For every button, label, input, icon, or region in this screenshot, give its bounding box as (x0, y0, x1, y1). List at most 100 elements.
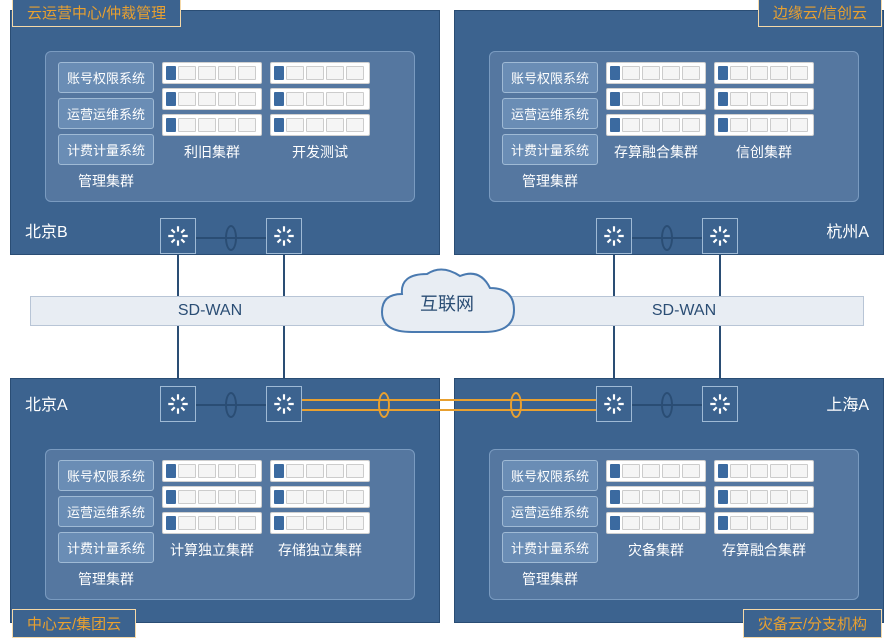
server-icon (270, 62, 370, 84)
oval-icon (225, 392, 237, 418)
yellow-line (302, 399, 598, 401)
region-beijing-a: 账号权限系统运营运维系统计费计量系统管理集群计算独立集群存储独立集群 北京A (10, 378, 440, 623)
server-stack (162, 62, 262, 136)
system-tag: 运营运维系统 (58, 98, 154, 129)
system-tag: 运营运维系统 (502, 98, 598, 129)
cloud-label: 互联网 (420, 294, 474, 314)
server-icon (162, 88, 262, 110)
system-tag: 计费计量系统 (58, 134, 154, 165)
city-label: 杭州A (826, 218, 869, 242)
cluster-panel: 账号权限系统运营运维系统计费计量系统管理集群利旧集群开发测试 (45, 51, 415, 202)
system-tag: 账号权限系统 (502, 62, 598, 93)
oval-icon (378, 392, 390, 418)
server-icon (714, 114, 814, 136)
cluster-caption: 管理集群 (502, 569, 598, 589)
sdwan-left-label: SD-WAN (178, 302, 242, 320)
sdwan-right-label: SD-WAN (652, 302, 716, 320)
cluster-column: 开发测试 (270, 62, 370, 162)
server-icon (270, 486, 370, 508)
cluster-caption: 存储独立集群 (270, 540, 370, 560)
server-icon (606, 114, 706, 136)
region-title-tr: 边缘云/信创云 (758, 0, 882, 27)
oval-icon (661, 225, 673, 251)
server-stack (606, 62, 706, 136)
cluster-caption: 存算融合集群 (606, 142, 706, 162)
server-icon (162, 62, 262, 84)
server-icon (714, 62, 814, 84)
cluster-column: 存算融合集群 (606, 62, 706, 162)
region-beijing-b: 账号权限系统运营运维系统计费计量系统管理集群利旧集群开发测试北京B (10, 10, 440, 255)
cluster-caption: 管理集群 (58, 569, 154, 589)
server-icon (606, 88, 706, 110)
server-icon (606, 512, 706, 534)
router-icon (702, 386, 738, 422)
router-icon (702, 218, 738, 254)
system-tag: 计费计量系统 (58, 532, 154, 563)
server-stack (270, 62, 370, 136)
region-hangzhou-a: 账号权限系统运营运维系统计费计量系统管理集群存算融合集群信创集群杭州A (454, 10, 884, 255)
server-icon (714, 460, 814, 482)
server-icon (606, 62, 706, 84)
cluster-caption: 管理集群 (502, 171, 598, 191)
router-icon (596, 386, 632, 422)
cluster-panel: 账号权限系统运营运维系统计费计量系统管理集群灾备集群存算融合集群 (489, 449, 859, 600)
conn-line (613, 255, 615, 296)
server-icon (606, 486, 706, 508)
server-icon (714, 486, 814, 508)
cluster-caption: 计算独立集群 (162, 540, 262, 560)
router-icon (596, 218, 632, 254)
server-stack (714, 62, 814, 136)
server-stack (162, 460, 262, 534)
server-icon (270, 512, 370, 534)
cluster-caption: 利旧集群 (162, 142, 262, 162)
conn-line (283, 326, 285, 378)
cluster-column: 账号权限系统运营运维系统计费计量系统管理集群 (58, 62, 154, 191)
conn-line (177, 255, 179, 296)
cluster-panel: 账号权限系统运营运维系统计费计量系统管理集群计算独立集群存储独立集群 (45, 449, 415, 600)
router-icon (266, 218, 302, 254)
city-label: 北京A (25, 391, 68, 415)
server-icon (606, 460, 706, 482)
sdwan-bar-left: SD-WAN (30, 296, 390, 326)
server-icon (162, 486, 262, 508)
conn-line (177, 326, 179, 378)
cluster-caption: 开发测试 (270, 142, 370, 162)
sdwan-bar-right: SD-WAN (504, 296, 864, 326)
server-icon (270, 114, 370, 136)
oval-icon (661, 392, 673, 418)
system-tag: 运营运维系统 (58, 496, 154, 527)
server-stack (714, 460, 814, 534)
server-icon (162, 512, 262, 534)
cluster-column: 灾备集群 (606, 460, 706, 560)
oval-icon (225, 225, 237, 251)
cluster-column: 信创集群 (714, 62, 814, 162)
system-tag: 计费计量系统 (502, 532, 598, 563)
server-stack (606, 460, 706, 534)
cluster-caption: 存算融合集群 (714, 540, 814, 560)
system-tag: 账号权限系统 (58, 460, 154, 491)
system-tag: 运营运维系统 (502, 496, 598, 527)
cluster-column: 账号权限系统运营运维系统计费计量系统管理集群 (58, 460, 154, 589)
server-icon (270, 88, 370, 110)
server-icon (162, 114, 262, 136)
conn-line (719, 255, 721, 296)
cluster-column: 存储独立集群 (270, 460, 370, 560)
internet-cloud: 互联网 (372, 262, 522, 357)
system-tag: 账号权限系统 (502, 460, 598, 491)
server-stack (270, 460, 370, 534)
server-icon (714, 512, 814, 534)
conn-line (719, 326, 721, 378)
cluster-caption: 管理集群 (58, 171, 154, 191)
router-icon (160, 386, 196, 422)
router-icon (266, 386, 302, 422)
router-icon (160, 218, 196, 254)
system-tag: 计费计量系统 (502, 134, 598, 165)
cluster-column: 计算独立集群 (162, 460, 262, 560)
server-icon (714, 88, 814, 110)
city-label: 北京B (25, 218, 68, 242)
cluster-caption: 信创集群 (714, 142, 814, 162)
server-icon (162, 460, 262, 482)
cluster-caption: 灾备集群 (606, 540, 706, 560)
city-label: 上海A (826, 391, 869, 415)
server-icon (270, 460, 370, 482)
